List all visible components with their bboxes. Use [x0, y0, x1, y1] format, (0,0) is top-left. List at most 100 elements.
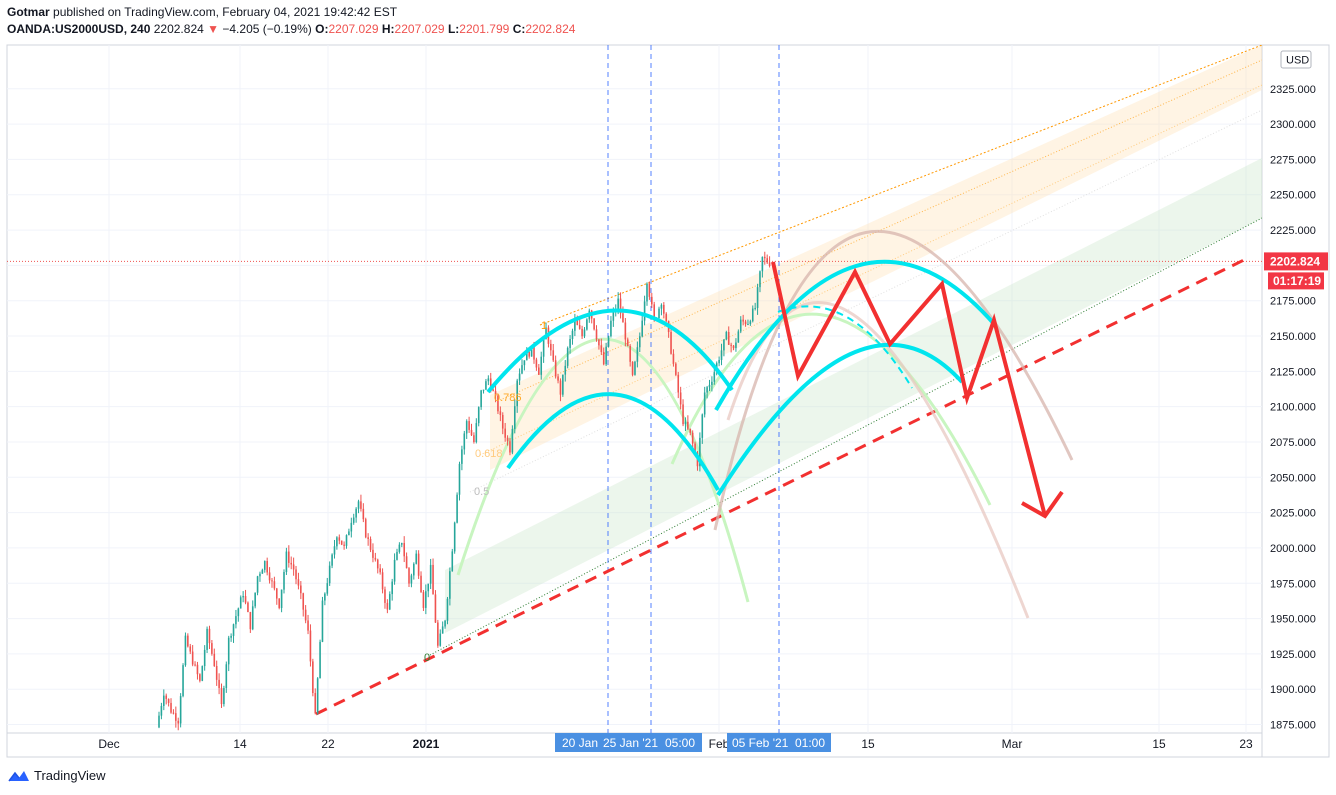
candle-body [427, 583, 430, 592]
publisher-name[interactable]: Gotmar [7, 5, 50, 19]
candle-body [376, 559, 379, 569]
change-value: −4.205 (−0.19%) [222, 22, 312, 36]
candle-body [263, 561, 266, 570]
pink-arc-2 [726, 301, 1030, 619]
candle-body [643, 301, 646, 321]
cyan-arc-lower-left [506, 392, 720, 491]
candle-body [345, 535, 348, 546]
candle-body [203, 649, 206, 667]
candle-body [321, 600, 324, 642]
ohlc-line: OANDA:US2000USD, 240 2202.824 ▼ −4.205 (… [7, 22, 575, 36]
candle-body [742, 319, 744, 322]
forecast-arrowhead [1021, 490, 1064, 519]
candle-body [268, 572, 271, 581]
price-tick-label: 2125.000 [1270, 366, 1316, 378]
candle-body [364, 519, 367, 538]
candle-body [694, 443, 696, 454]
candle-body [208, 628, 211, 644]
candle-body [703, 392, 706, 415]
candle-body [165, 695, 168, 699]
down-arrow-icon: ▼ [207, 22, 220, 36]
candle-body [333, 546, 336, 555]
candle-body [388, 594, 391, 610]
candle-body [470, 429, 473, 436]
time-tick-label: Mar [1002, 737, 1023, 751]
pink-arc-1 [713, 229, 1074, 531]
candle-body [638, 336, 641, 348]
candle-body [271, 580, 273, 582]
candle-body [761, 256, 764, 272]
candle-body [629, 346, 631, 362]
time-tick-label: Dec [98, 737, 119, 751]
candle-body [542, 339, 545, 357]
candle-body [648, 283, 651, 297]
time-tick-label: 14 [233, 737, 247, 751]
high-value: 2207.029 [394, 22, 445, 36]
candle-body [237, 608, 240, 617]
candle-body [386, 602, 389, 610]
candle-body [391, 581, 393, 595]
candle-body [528, 351, 531, 357]
candle-body [552, 350, 555, 361]
candle-body [754, 307, 756, 309]
time-highlight-box-1 [555, 733, 702, 752]
candle-body [458, 463, 461, 495]
fib-level-1-line [539, 45, 1262, 326]
candle-body [619, 298, 622, 314]
candle-body [598, 339, 600, 346]
price-tick-label: 2325.000 [1270, 84, 1316, 96]
fib-level-05-line [469, 109, 1262, 493]
candle-body [612, 312, 615, 321]
candle-body [720, 350, 723, 360]
candle-body [244, 596, 247, 603]
candle-body [487, 378, 490, 382]
open-value: 2207.029 [328, 22, 379, 36]
currency-badge[interactable] [1280, 50, 1312, 69]
publish-line: Gotmar published on TradingView.com, Feb… [7, 5, 397, 19]
price-tick-label: 1950.000 [1270, 614, 1316, 626]
tradingview-logo[interactable]: TradingView [8, 768, 106, 783]
candle-body [227, 637, 230, 665]
candle-body [408, 568, 410, 584]
candle-body [677, 374, 680, 393]
candle-body [261, 569, 264, 574]
published-text: published on TradingView.com, February 0… [53, 5, 398, 19]
candle-body [538, 367, 540, 375]
candle-body [723, 339, 725, 351]
candle-body [225, 664, 228, 689]
candle-body [626, 339, 629, 347]
candle-body [468, 421, 470, 430]
candle-body [429, 564, 432, 584]
candle-body [158, 715, 160, 728]
fib-label-1: 1 [541, 320, 547, 332]
fib-label-0786: 0.786 [494, 392, 522, 404]
symbol-label[interactable]: OANDA:US2000USD, 240 [7, 22, 151, 36]
candle-body [167, 698, 170, 703]
candle-body [405, 556, 408, 569]
candle-body [564, 365, 567, 375]
candle-body [763, 256, 766, 259]
candle-body [559, 380, 562, 395]
fib-label-0: 0 [424, 652, 430, 664]
price-axis[interactable]: 2325.000 2300.000 2275.000 2250.000 2225.000… [1270, 84, 1316, 732]
candle-body [595, 329, 598, 340]
candle-body [485, 381, 487, 390]
candle-body [336, 537, 338, 547]
candle-body [711, 381, 713, 385]
currency-label[interactable]: USD [1286, 55, 1309, 67]
time-axis[interactable]: Dec 14 22 2021 Feb 15 Mar 15 23 [98, 737, 1253, 751]
candle-body [434, 594, 437, 623]
close-label: C: [512, 22, 526, 36]
candle-body [732, 345, 735, 348]
candle-body [735, 342, 737, 348]
candle-body [235, 616, 237, 625]
candle-body [396, 551, 398, 560]
candle-body [437, 622, 439, 646]
candle-body [653, 304, 656, 320]
red-trendline [315, 256, 1249, 716]
candle-body [501, 414, 504, 429]
chart-frame [6, 44, 1330, 758]
candle-body [492, 389, 494, 391]
price-tick-label: 2075.000 [1270, 437, 1316, 449]
